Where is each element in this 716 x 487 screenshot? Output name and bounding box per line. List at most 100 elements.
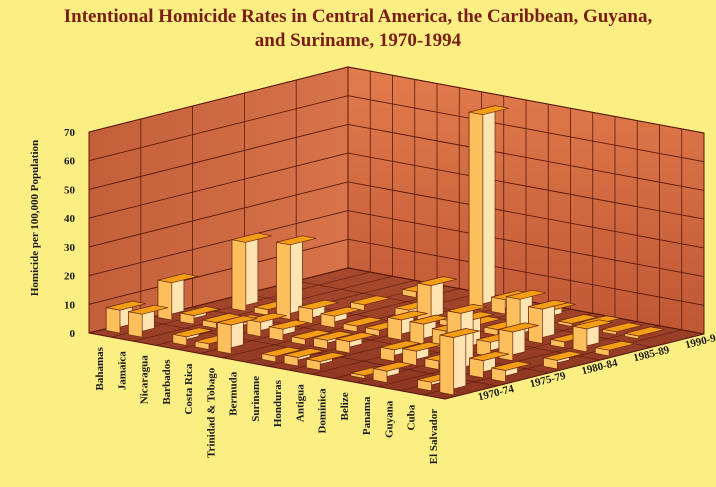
bar	[469, 351, 510, 379]
bar-front	[128, 311, 143, 338]
category-label: El Salvador	[428, 409, 440, 464]
bar	[439, 328, 480, 396]
bar	[179, 306, 220, 325]
bar	[261, 346, 302, 363]
bar-top	[469, 105, 509, 116]
bar	[468, 105, 509, 311]
bar-front	[157, 279, 173, 321]
bar-front	[387, 316, 402, 341]
bar-front	[439, 334, 455, 396]
bar	[594, 340, 636, 357]
bar	[557, 314, 598, 327]
bar	[306, 352, 347, 371]
category-label: Trinidad & Tobago	[205, 367, 217, 458]
floor-line-cat	[444, 333, 705, 400]
category-label: Guyana	[383, 400, 395, 438]
bar	[283, 347, 324, 367]
bar-top	[469, 351, 510, 361]
y-axis-label: Homicide per 100,000 Population	[29, 140, 41, 296]
category-label: Honduras	[272, 379, 284, 427]
bar	[380, 340, 421, 362]
y-tick-label: 70	[64, 127, 76, 139]
bar	[313, 330, 354, 350]
category-label: Dominica	[317, 388, 329, 434]
bar-top	[284, 348, 324, 358]
bar-front	[572, 325, 588, 353]
bar-top	[231, 232, 272, 243]
bar-top	[106, 300, 146, 311]
bar	[105, 300, 146, 334]
bar	[543, 350, 584, 370]
bar-top	[217, 315, 258, 326]
bar-top	[320, 306, 361, 317]
bar-top	[543, 350, 584, 361]
bar	[276, 235, 317, 320]
category-label: Bermuda	[228, 371, 240, 416]
bar-top	[373, 361, 413, 372]
bar	[320, 306, 361, 329]
bar	[372, 361, 413, 384]
y-tick-label: 40	[64, 213, 76, 225]
bar-top	[624, 326, 665, 337]
chart-title-line-2: and Suriname, 1970-1994	[254, 30, 462, 51]
bar-top	[276, 235, 317, 246]
chart-title-line-1: Intentional Homicide Rates in Central Am…	[63, 6, 653, 27]
bar-top	[558, 314, 598, 324]
category-label: Suriname	[250, 376, 262, 422]
bar-top	[602, 322, 643, 333]
bar-top	[447, 304, 487, 314]
bar-front	[409, 321, 425, 345]
bar-top	[528, 299, 569, 310]
category-label: Costa Rica	[183, 363, 195, 415]
bar	[253, 300, 295, 316]
bar-top	[387, 310, 428, 321]
bar	[268, 319, 309, 342]
bar-top	[573, 319, 613, 330]
bar-top	[595, 340, 636, 351]
bar-front	[468, 111, 484, 311]
bar	[217, 315, 258, 355]
bar-top	[313, 330, 354, 341]
bar-front	[276, 241, 291, 320]
bar	[298, 299, 339, 325]
category-label: Belize	[339, 392, 351, 420]
bar-top	[306, 352, 347, 362]
bar	[157, 273, 198, 321]
bar-top	[269, 319, 309, 330]
bar	[572, 319, 613, 353]
bar	[172, 327, 213, 346]
bar-top	[128, 304, 169, 315]
bar-front	[105, 307, 121, 334]
bar-top	[439, 328, 480, 338]
y-tick-label: 60	[64, 156, 76, 168]
category-label: Nicaragua	[139, 355, 151, 404]
bar	[476, 332, 517, 358]
bar-top	[291, 329, 332, 340]
bar	[291, 329, 332, 346]
bar	[624, 326, 665, 340]
y-tick-label: 10	[64, 299, 76, 311]
bar-top	[417, 276, 458, 286]
bar-top	[350, 295, 391, 306]
category-label: Jamaica	[116, 351, 128, 391]
y-tick-label: 20	[64, 271, 76, 283]
bar-top	[180, 306, 220, 316]
bar-front	[469, 357, 484, 379]
y-tick-label: 50	[64, 184, 76, 196]
category-label: Antigua	[294, 384, 306, 422]
category-label: Bahamas	[94, 346, 106, 390]
bar-front	[491, 296, 506, 315]
bar-front	[217, 321, 232, 355]
bar-top	[498, 322, 539, 333]
category-label: Panama	[361, 396, 373, 435]
floor-line-series	[88, 332, 446, 400]
y-tick-label: 0	[70, 328, 76, 340]
bar-top	[172, 327, 213, 338]
bar-top	[261, 346, 302, 357]
bar	[231, 232, 272, 312]
bar-top	[506, 289, 547, 300]
bar	[128, 304, 169, 338]
bar	[387, 310, 428, 341]
